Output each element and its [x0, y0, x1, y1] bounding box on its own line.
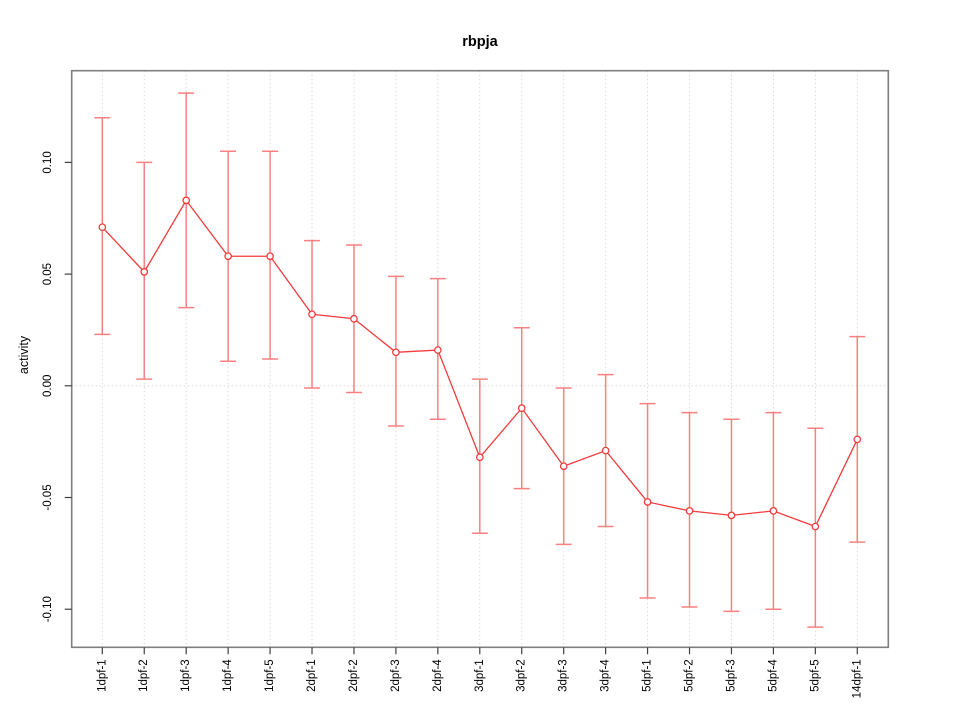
- y-tick-label: 0.10: [42, 151, 54, 173]
- data-point-marker: [769, 507, 778, 515]
- data-point-marker: [475, 453, 484, 462]
- x-tick-label: 5dpf-3: [725, 659, 737, 692]
- y-tick-label: 0.05: [42, 263, 54, 285]
- x-tick-label: 2dpf-1: [306, 659, 318, 692]
- x-tick-label: 3dpf-1: [474, 659, 486, 692]
- data-point-marker: [140, 268, 149, 276]
- data-point-marker: [559, 462, 568, 471]
- data-point-marker: [685, 507, 694, 515]
- x-tick-label: 5dpf-5: [809, 659, 821, 692]
- data-point-marker: [182, 196, 191, 205]
- x-tick-label: 2dpf-4: [432, 659, 444, 692]
- y-tick-label: -0.10: [42, 596, 54, 622]
- x-tick-label: 2dpf-2: [348, 659, 360, 692]
- x-tick-label: 5dpf-2: [684, 659, 696, 692]
- data-point-marker: [643, 498, 652, 506]
- data-point-marker: [517, 404, 526, 412]
- data-point-marker: [601, 446, 610, 455]
- x-tick-label: 1dpf-2: [138, 659, 150, 692]
- x-tick-label: 1dpf-5: [264, 659, 276, 692]
- x-tick-label: 3dpf-2: [516, 659, 528, 692]
- data-point-marker: [266, 252, 274, 261]
- chart-title: rbpja: [462, 34, 498, 50]
- data-point-marker: [224, 252, 232, 261]
- y-tick-label: -0.05: [42, 484, 54, 510]
- y-tick-label: 0.00: [42, 375, 54, 397]
- data-point-marker: [853, 435, 862, 444]
- x-tick-label: 1dpf-3: [180, 659, 192, 692]
- data-point-marker: [308, 310, 316, 319]
- x-tick-label: 5dpf-1: [642, 659, 654, 692]
- data-point-marker: [434, 346, 442, 354]
- x-tick-label: 14dpf-1: [851, 659, 863, 698]
- x-tick-label: 3dpf-3: [558, 659, 570, 692]
- y-axis-title: activity: [17, 335, 31, 375]
- data-point-marker: [98, 223, 107, 232]
- x-tick-label: 5dpf-4: [767, 659, 779, 692]
- data-point-marker: [811, 522, 820, 531]
- data-point-marker: [727, 511, 736, 520]
- x-tick-label: 2dpf-3: [390, 659, 402, 692]
- data-point-marker: [350, 314, 358, 323]
- x-tick-label: 3dpf-4: [600, 659, 612, 692]
- x-tick-label: 1dpf-4: [222, 659, 234, 692]
- data-point-marker: [392, 348, 400, 357]
- x-tick-label: 1dpf-1: [96, 659, 108, 692]
